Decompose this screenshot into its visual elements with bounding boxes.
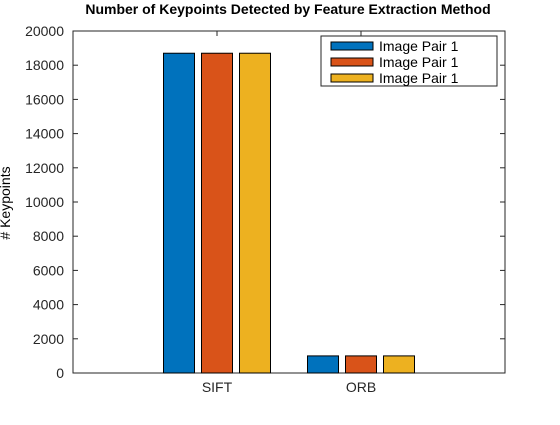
bar-sift-series-3	[239, 52, 271, 374]
y-tick-label: 20000	[25, 23, 64, 39]
y-tick-label: 12000	[25, 160, 64, 176]
legend-swatch-series-3	[330, 73, 374, 83]
y-axis-label: # Keypoints	[0, 166, 13, 239]
bar-orb-series-2	[345, 355, 377, 374]
legend-label-series-1: Image Pair 1	[379, 38, 459, 54]
legend-label-series-3: Image Pair 1	[379, 70, 459, 86]
chart-title: Number of Keypoints Detected by Feature …	[85, 1, 490, 17]
y-tick-label: 4000	[33, 297, 64, 313]
y-tick-label: 2000	[33, 331, 64, 347]
bar-orb-series-1	[307, 355, 339, 374]
legend-label-series-2: Image Pair 1	[379, 54, 459, 70]
axes-box	[72, 30, 506, 374]
y-tick-label: 8000	[33, 228, 64, 244]
plot-area: 0 2000 4000 6000 8000 10000 12000 14000 16000 180…	[25, 23, 506, 395]
y-tick-label: 16000	[25, 91, 64, 107]
legend-swatch-series-2	[330, 57, 374, 67]
legend-swatch-series-1	[330, 41, 374, 51]
bar-sift-series-2	[201, 52, 233, 374]
y-tick-label: 6000	[33, 262, 64, 278]
bar-sift-series-1	[163, 52, 195, 374]
y-tick-label: 10000	[25, 194, 64, 210]
bar-orb-series-3	[383, 355, 415, 374]
y-tick-label: 18000	[25, 57, 64, 73]
y-tick-label: 14000	[25, 126, 64, 142]
x-tick-label: SIFT	[202, 379, 233, 395]
x-tick-label: ORB	[346, 379, 376, 395]
y-tick-label: 0	[56, 365, 64, 381]
